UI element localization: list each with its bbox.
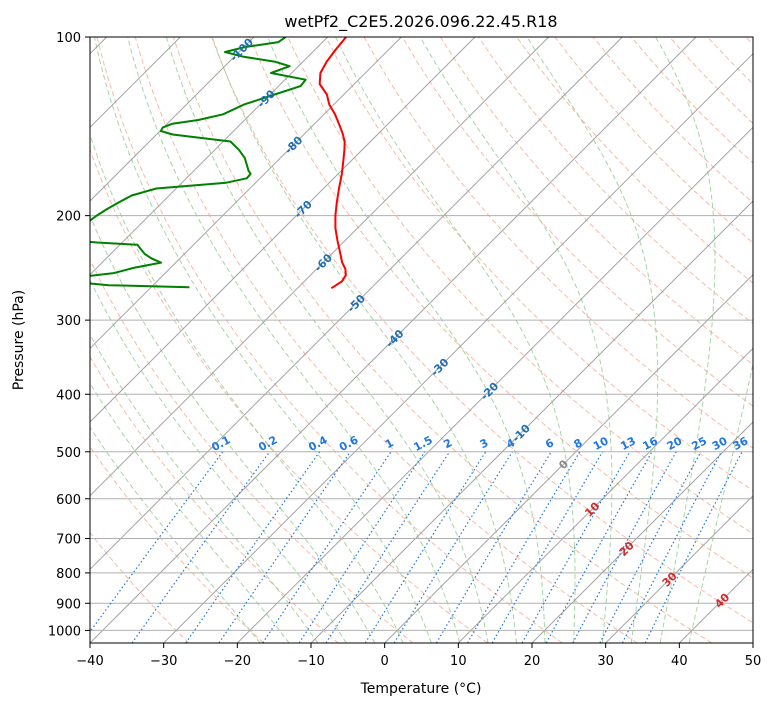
- x-tick-label: 20: [524, 654, 541, 669]
- moist-adiabat: [90, 279, 347, 643]
- mixing-ratio-line: [298, 451, 426, 643]
- mixing-ratio-line: [262, 451, 392, 643]
- moist-adiabat: [90, 333, 319, 643]
- mixing-ratio-label: 16: [640, 434, 660, 453]
- mixing-ratio-label: 25: [689, 434, 709, 453]
- dry-adiabat: [90, 531, 190, 643]
- mixing-ratio-line: [90, 451, 224, 633]
- mixing-ratio-label: 13: [618, 434, 638, 453]
- isotherm-line: [236, 126, 753, 643]
- sounding-series: [90, 37, 347, 290]
- mixing-ratio-line: [572, 451, 677, 643]
- y-tick-label: 100: [56, 31, 81, 46]
- isotherm-line: [90, 37, 550, 497]
- x-tick-label: 40: [671, 654, 688, 669]
- isotherm-line: [90, 37, 623, 571]
- y-tick-label: 500: [56, 446, 81, 461]
- x-tick-label: −40: [76, 654, 103, 669]
- mixing-ratio-line: [325, 451, 451, 643]
- dry-adiabat: [325, 37, 753, 492]
- isotherm-line: [384, 273, 753, 643]
- x-axis: −40 −30 −20 −10 0 10 20 30 40 50: [76, 643, 761, 669]
- y-axis-label: Pressure (hPa): [11, 290, 27, 390]
- y-tick-label: 600: [56, 493, 81, 508]
- mixing-ratio-line: [218, 451, 351, 643]
- y-tick-label: 800: [56, 567, 81, 582]
- isotherm-line: [90, 37, 402, 350]
- mixing-ratio-line: [185, 451, 321, 643]
- x-tick-label: 0: [381, 654, 389, 669]
- dry-adiabat: [249, 37, 753, 579]
- isotherm-line: [605, 494, 753, 643]
- isotherm-line: [90, 37, 697, 643]
- x-axis-label: Temperature (°C): [360, 681, 482, 697]
- dry-adiabat: [90, 445, 264, 643]
- mixing-ratio-line: [364, 451, 487, 643]
- dry-adiabat: [134, 37, 638, 643]
- dry-adiabat: [96, 37, 563, 643]
- plot-frame: [89, 36, 754, 644]
- moist-adiabat: [90, 133, 404, 643]
- mixing-ratio-line: [644, 451, 743, 643]
- moist-adiabat: [335, 37, 576, 643]
- moist-adiabat: [165, 37, 489, 643]
- dry-adiabat: [90, 355, 339, 643]
- y-tick-label: 900: [56, 597, 81, 612]
- isotherm-line: [457, 347, 753, 643]
- moist-adiabat: [688, 361, 753, 643]
- x-tick-label: 10: [450, 654, 467, 669]
- dry-adiabat: [401, 37, 753, 407]
- dry-adiabat: [516, 37, 753, 284]
- y-tick-label: 700: [56, 533, 81, 548]
- chart-title: wetPf2_C2E5.2026.096.22.45.R18: [284, 12, 557, 32]
- dry-adiabat: [90, 148, 488, 643]
- moist-adiabat: [127, 37, 461, 643]
- y-tick-label: 300: [56, 314, 81, 329]
- dry-adiabat: [439, 37, 753, 366]
- mixing-ratio-line: [521, 451, 631, 643]
- mixing-ratio-line: [131, 451, 271, 643]
- dry-adiabat: [211, 37, 753, 624]
- y-tick-label: 400: [56, 388, 81, 403]
- mixing-ratio-line: [599, 451, 702, 643]
- isotherm-line: [90, 37, 329, 276]
- x-tick-label: 30: [597, 654, 614, 669]
- mixing-ratio-line: [435, 451, 552, 643]
- mixing-ratio-line: [545, 451, 653, 643]
- dewpoint-line: [90, 37, 307, 289]
- moist-adiabat: [267, 37, 546, 643]
- mixing-ratio-label: 30: [710, 434, 730, 453]
- x-tick-label: −30: [150, 654, 177, 669]
- mixing-ratio-label: 20: [665, 434, 685, 453]
- y-tick-label: 1000: [48, 624, 81, 639]
- background-lines: [90, 37, 753, 643]
- isotherm-line: [531, 421, 753, 643]
- y-axis: 100 200 300 400 500 600 700 800 900 1000: [48, 31, 90, 639]
- isotherm-line: [163, 52, 753, 643]
- mixing-ratio-label: 36: [731, 434, 751, 453]
- isotherm-line: [90, 37, 476, 423]
- y-tick-label: 200: [56, 210, 81, 225]
- x-tick-label: −20: [224, 654, 251, 669]
- moist-adiabat: [655, 37, 716, 643]
- dry-adiabat: [172, 37, 712, 643]
- moist-adiabat: [93, 37, 432, 643]
- x-tick-label: 50: [745, 654, 762, 669]
- moist-adiabat: [90, 382, 290, 643]
- mixing-ratio-label: 10: [591, 434, 611, 453]
- isotherm-line: [310, 200, 753, 643]
- moist-adiabat: [526, 37, 659, 643]
- x-tick-label: −10: [297, 654, 324, 669]
- isotherm-line: [90, 37, 255, 202]
- temperature-line: [318, 37, 347, 290]
